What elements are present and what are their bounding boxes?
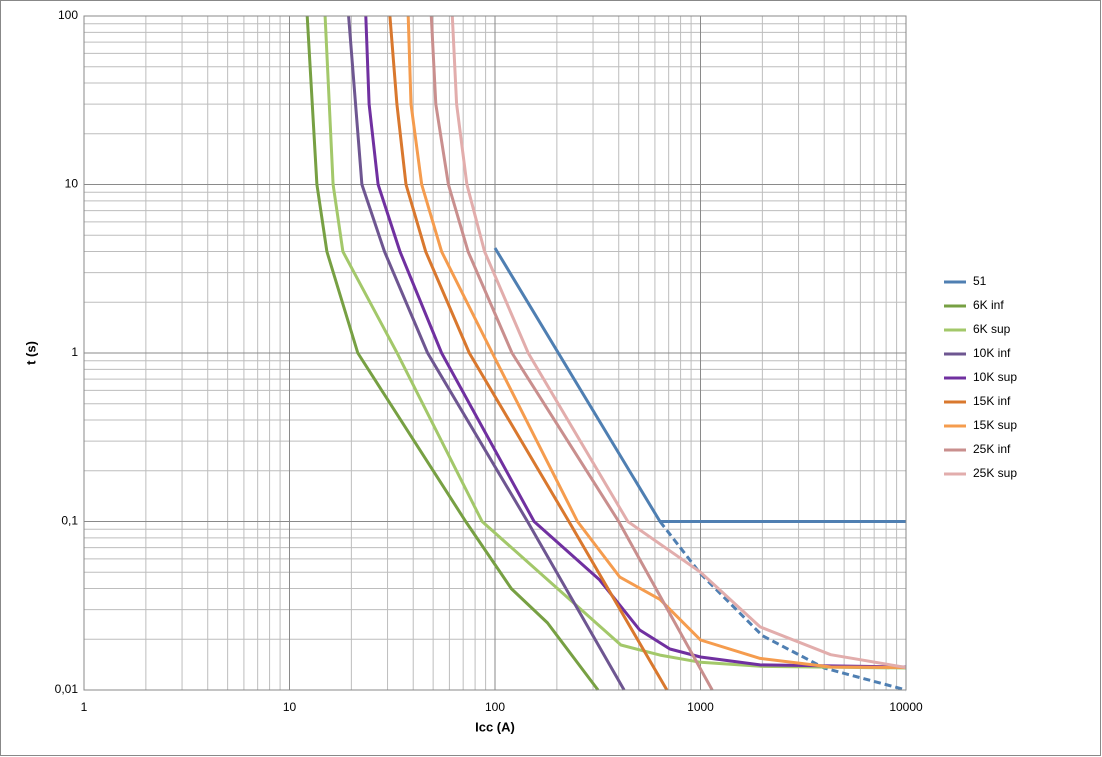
legend-label: 10K inf: [973, 346, 1011, 360]
y-tick-label: 0,01: [55, 682, 79, 696]
series-line: [388, 15, 669, 691]
legend-label: 10K sup: [973, 370, 1017, 384]
series-line: [406, 15, 907, 669]
x-tick-label: 10: [283, 700, 297, 714]
legend-label: 51: [973, 274, 987, 288]
y-axis-title: t (s): [23, 341, 38, 365]
x-tick-label: 10000: [889, 700, 923, 714]
legend-label: 6K sup: [973, 322, 1011, 336]
series-line: [347, 15, 626, 691]
y-tick-label: 1: [71, 345, 78, 359]
series-line: [429, 15, 714, 691]
series-line: [658, 520, 907, 692]
x-tick-label: 100: [485, 700, 505, 714]
legend-label: 25K sup: [973, 466, 1017, 480]
x-tick-label: 1000: [687, 700, 714, 714]
y-tick-label: 100: [58, 8, 78, 22]
grid: [83, 15, 907, 691]
y-tick-label: 10: [65, 177, 79, 191]
series-line: [305, 15, 600, 691]
legend-label: 15K inf: [973, 394, 1011, 408]
series-line: [364, 15, 907, 669]
legend-label: 25K inf: [973, 442, 1011, 456]
y-tick-label: 0,1: [61, 514, 78, 528]
series-line: [323, 15, 907, 670]
plot-frame: [83, 15, 907, 691]
x-tick-label: 1: [81, 700, 88, 714]
x-axis-title: Icc (A): [475, 719, 515, 734]
series-line: [450, 15, 907, 669]
plot-lines: [305, 15, 907, 692]
legend-label: 15K sup: [973, 418, 1017, 432]
legend-label: 6K inf: [973, 298, 1004, 312]
